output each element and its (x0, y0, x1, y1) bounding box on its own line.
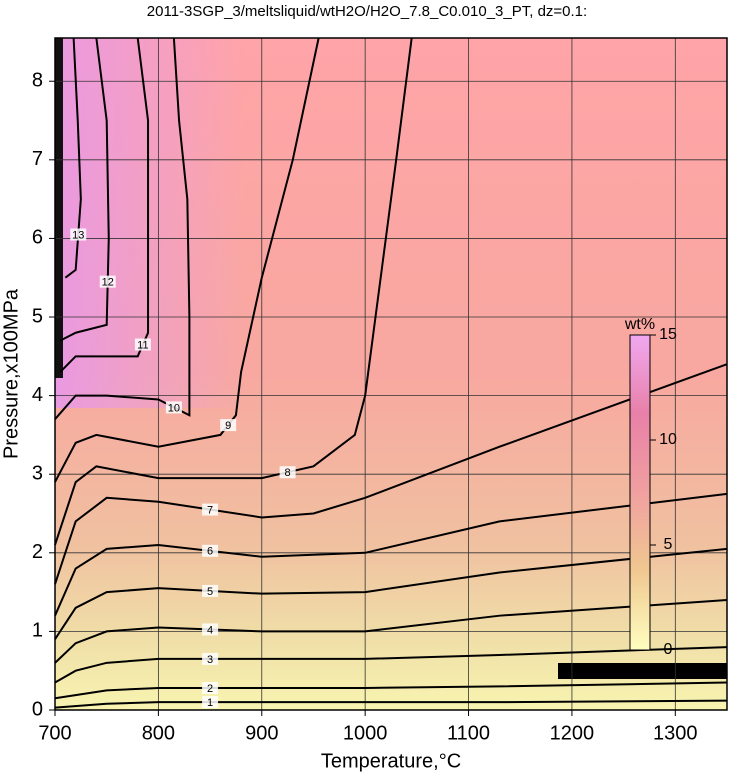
y-tick-label: 7 (32, 148, 43, 170)
contour-label: 6 (207, 546, 213, 558)
contour-label-bg (165, 401, 182, 414)
x-tick-label: 900 (245, 722, 278, 744)
y-tick-label: 5 (32, 305, 43, 327)
contour-label-bg (202, 696, 219, 709)
contour-label: 9 (225, 420, 231, 432)
contour-line (54, 37, 191, 420)
contour-label-bg (202, 503, 219, 516)
y-tick-label: 0 (32, 698, 43, 720)
y-tick-label: 8 (32, 70, 43, 92)
colorbar-tick-label: 15 (659, 326, 677, 343)
y-tick-label: 2 (32, 541, 43, 563)
contour-label: 13 (72, 229, 84, 241)
contour-label: 12 (102, 277, 114, 289)
contour-label-bg (99, 275, 116, 288)
y-tick-label: 6 (32, 227, 43, 249)
contour-label-bg (220, 419, 237, 432)
dense-contours (55, 38, 63, 378)
x-tick-label: 1000 (343, 722, 388, 744)
colorbar-tick-label: 10 (659, 431, 677, 448)
contour-label-bg (202, 623, 219, 636)
contour-label-bg (202, 544, 219, 557)
x-tick-label: 700 (38, 722, 71, 744)
contour-label-bg (202, 681, 219, 694)
y-axis-label: Pressure,x100MPa (0, 288, 22, 459)
dense-contours (558, 663, 727, 679)
contour-line (54, 699, 728, 709)
x-tick-label: 1100 (447, 722, 490, 744)
contour-label: 1 (207, 697, 213, 709)
x-axis-label: Temperature,°C (321, 750, 461, 772)
contour-label-bg (70, 228, 87, 241)
x-tick-label: 1300 (653, 722, 698, 744)
colorbar-label: wt% (624, 316, 655, 333)
y-tick-label: 1 (32, 620, 43, 642)
contour-line (64, 37, 82, 279)
contour-line (54, 681, 728, 700)
contour-label: 3 (207, 654, 213, 666)
contour-label-bg (202, 584, 219, 597)
plot-frame (54, 37, 728, 711)
contour-label: 4 (207, 624, 213, 636)
contour-label: 7 (207, 504, 213, 516)
contour-label: 10 (168, 402, 180, 414)
chart-title: 2011-3SGP_3/meltsliquid/wtH2O/H2O_7.8_C0… (147, 3, 587, 20)
y-tick-label: 3 (32, 462, 43, 484)
contour-label: 2 (207, 683, 213, 695)
contour-label: 8 (285, 467, 291, 479)
colorbar (629, 334, 651, 651)
contour-label-bg (134, 338, 151, 351)
colorbar-tick-label: 0 (664, 641, 673, 658)
colorbar-tick-label: 5 (664, 536, 673, 553)
x-tick-label: 1200 (550, 722, 595, 744)
contour-label-bg (279, 466, 296, 479)
contour-label: 11 (137, 339, 148, 351)
contour-label-bg (202, 652, 219, 665)
x-tick-label: 800 (142, 722, 175, 744)
contour-line (54, 37, 413, 546)
y-tick-label: 4 (32, 384, 43, 406)
contour-label: 5 (207, 586, 213, 598)
plot-shade (55, 38, 245, 408)
contour-line (54, 363, 728, 585)
